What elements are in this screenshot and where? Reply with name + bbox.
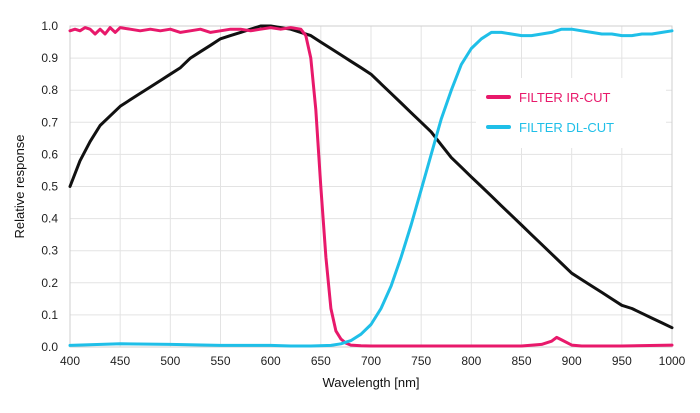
x-tick-label: 1000 xyxy=(659,354,686,368)
x-tick-label: 900 xyxy=(562,354,582,368)
series-line-sensor xyxy=(68,24,674,330)
series-lines xyxy=(68,24,674,348)
y-tick-label: 0.1 xyxy=(41,308,58,322)
x-tick-label: 550 xyxy=(210,354,230,368)
y-axis-title: Relative response xyxy=(12,134,27,238)
x-tick-label: 850 xyxy=(511,354,531,368)
x-tick-label: 800 xyxy=(461,354,481,368)
y-tick-label: 0.4 xyxy=(41,212,58,226)
y-tick-label: 0.9 xyxy=(41,51,58,65)
y-tick-label: 0.7 xyxy=(41,115,58,129)
x-tick-label: 750 xyxy=(411,354,431,368)
y-tick-label: 1.0 xyxy=(41,19,58,33)
x-tick-label: 700 xyxy=(361,354,381,368)
x-tick-label: 500 xyxy=(160,354,180,368)
y-tick-label: 0.8 xyxy=(41,83,58,97)
y-tick-label: 0.6 xyxy=(41,147,58,161)
x-axis-title: Wavelength [nm] xyxy=(322,375,419,390)
x-tick-label: 600 xyxy=(261,354,281,368)
x-axis-ticks: 400 450 500 550 600 650 700 750 800 850 900 950 1000 xyxy=(60,354,686,368)
y-tick-label: 0.5 xyxy=(41,180,58,194)
series-line-filter-ir-cut xyxy=(68,26,674,348)
series-line-filter-dl-cut xyxy=(68,27,674,348)
x-tick-label: 650 xyxy=(311,354,331,368)
x-tick-label: 400 xyxy=(60,354,80,368)
x-tick-label: 950 xyxy=(612,354,632,368)
legend-label-ir-cut: FILTER IR-CUT xyxy=(519,90,611,105)
x-tick-label: 450 xyxy=(110,354,130,368)
legend: FILTER IR-CUT FILTER DL-CUT xyxy=(476,78,666,148)
y-tick-label: 0.0 xyxy=(41,340,58,354)
y-tick-label: 0.2 xyxy=(41,276,58,290)
legend-background xyxy=(476,78,666,148)
y-axis-ticks: 0.0 0.1 0.2 0.3 0.4 0.5 0.6 0.7 0.8 0.9 1.0 xyxy=(41,19,58,354)
legend-label-dl-cut: FILTER DL-CUT xyxy=(519,120,614,135)
y-tick-label: 0.3 xyxy=(41,244,58,258)
